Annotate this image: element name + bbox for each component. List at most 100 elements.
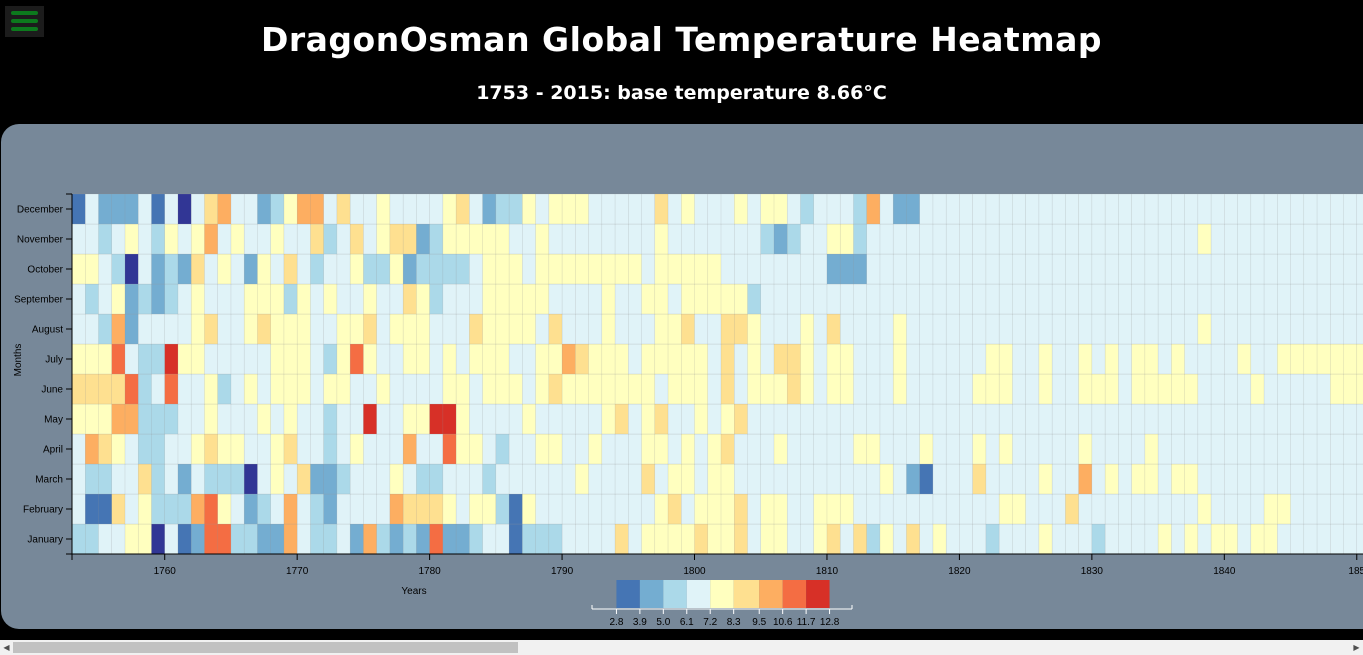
heatmap-cell[interactable] — [959, 463, 974, 495]
heatmap-cell[interactable] — [508, 343, 523, 375]
heatmap-cell[interactable] — [681, 403, 696, 435]
heatmap-cell[interactable] — [998, 283, 1013, 315]
heatmap-cell[interactable] — [283, 403, 298, 435]
heatmap-cell[interactable] — [548, 283, 563, 315]
heatmap-cell[interactable] — [826, 283, 841, 315]
heatmap-cell[interactable] — [972, 343, 987, 375]
heatmap-cell[interactable] — [1197, 283, 1212, 315]
heatmap-cell[interactable] — [628, 343, 643, 375]
heatmap-cell[interactable] — [469, 313, 484, 345]
heatmap-cell[interactable] — [442, 253, 457, 285]
heatmap-cell[interactable] — [760, 523, 775, 555]
heatmap-cell[interactable] — [1078, 523, 1093, 555]
heatmap-cell[interactable] — [508, 433, 523, 465]
heatmap-cell[interactable] — [614, 523, 629, 555]
heatmap-cell[interactable] — [707, 403, 722, 435]
heatmap-cell[interactable] — [1343, 493, 1358, 525]
heatmap-cell[interactable] — [1171, 403, 1186, 435]
heatmap-cell[interactable] — [243, 343, 258, 375]
heatmap-cell[interactable] — [1038, 223, 1053, 255]
heatmap-cell[interactable] — [1051, 223, 1066, 255]
heatmap-cell[interactable] — [548, 493, 563, 525]
heatmap-cell[interactable] — [575, 283, 590, 315]
heatmap-cell[interactable] — [1144, 193, 1159, 225]
heatmap-cell[interactable] — [243, 223, 258, 255]
heatmap-cell[interactable] — [1065, 523, 1080, 555]
heatmap-cell[interactable] — [177, 343, 192, 375]
heatmap-cell[interactable] — [1012, 523, 1027, 555]
heatmap-cell[interactable] — [429, 523, 444, 555]
heatmap-cell[interactable] — [1078, 343, 1093, 375]
heatmap-cell[interactable] — [892, 433, 907, 465]
heatmap-cell[interactable] — [243, 463, 258, 495]
heatmap-cell[interactable] — [336, 463, 351, 495]
heatmap-cell[interactable] — [376, 343, 391, 375]
heatmap-cell[interactable] — [1051, 403, 1066, 435]
heatmap-cell[interactable] — [760, 433, 775, 465]
heatmap-cell[interactable] — [522, 313, 537, 345]
heatmap-cell[interactable] — [1184, 493, 1199, 525]
heatmap-cell[interactable] — [853, 283, 868, 315]
heatmap-cell[interactable] — [1012, 253, 1027, 285]
heatmap-cell[interactable] — [1197, 493, 1212, 525]
heatmap-cell[interactable] — [535, 313, 550, 345]
heatmap-cell[interactable] — [363, 343, 378, 375]
heatmap-cell[interactable] — [1184, 223, 1199, 255]
heatmap-cell[interactable] — [455, 283, 470, 315]
heatmap-cell[interactable] — [1330, 193, 1345, 225]
heatmap-cell[interactable] — [164, 343, 179, 375]
heatmap-cell[interactable] — [1012, 343, 1027, 375]
heatmap-cell[interactable] — [879, 283, 894, 315]
heatmap-cell[interactable] — [217, 343, 232, 375]
heatmap-cell[interactable] — [1171, 463, 1186, 495]
heatmap-cell[interactable] — [667, 253, 682, 285]
heatmap-cell[interactable] — [985, 313, 1000, 345]
heatmap-cell[interactable] — [641, 463, 656, 495]
heatmap-cell[interactable] — [1118, 253, 1133, 285]
heatmap-cell[interactable] — [932, 463, 947, 495]
heatmap-cell[interactable] — [1303, 253, 1318, 285]
heatmap-cell[interactable] — [270, 523, 285, 555]
heatmap-cell[interactable] — [654, 223, 669, 255]
heatmap-cell[interactable] — [1237, 313, 1252, 345]
heatmap-cell[interactable] — [296, 523, 311, 555]
heatmap-cell[interactable] — [839, 193, 855, 225]
heatmap-cell[interactable] — [747, 253, 762, 285]
heatmap-cell[interactable] — [1025, 313, 1040, 345]
heatmap-cell[interactable] — [416, 373, 431, 405]
heatmap-cell[interactable] — [1131, 463, 1146, 495]
heatmap-cell[interactable] — [336, 283, 351, 315]
heatmap-cell[interactable] — [495, 463, 510, 495]
heatmap-cell[interactable] — [482, 223, 497, 255]
heatmap-cell[interactable] — [945, 343, 960, 375]
heatmap-cell[interactable] — [349, 283, 364, 315]
heatmap-cell[interactable] — [217, 493, 232, 525]
heatmap-cell[interactable] — [667, 493, 682, 525]
heatmap-cell[interactable] — [310, 223, 325, 255]
heatmap-cell[interactable] — [522, 193, 537, 225]
heatmap-cell[interactable] — [495, 223, 510, 255]
heatmap-cell[interactable] — [1316, 193, 1331, 225]
heatmap-cell[interactable] — [482, 343, 497, 375]
heatmap-cell[interactable] — [694, 253, 709, 285]
heatmap-cell[interactable] — [1184, 253, 1199, 285]
heatmap-cell[interactable] — [932, 223, 947, 255]
heatmap-cell[interactable] — [561, 223, 576, 255]
heatmap-cell[interactable] — [85, 463, 100, 495]
heatmap-cell[interactable] — [561, 463, 576, 495]
heatmap-cell[interactable] — [1025, 463, 1040, 495]
heatmap-cell[interactable] — [137, 193, 153, 225]
heatmap-cell[interactable] — [310, 493, 325, 525]
heatmap-cell[interactable] — [1250, 343, 1265, 375]
heatmap-cell[interactable] — [1038, 373, 1053, 405]
heatmap-cell[interactable] — [1091, 193, 1106, 225]
heatmap-cell[interactable] — [389, 193, 404, 225]
heatmap-cell[interactable] — [1290, 463, 1305, 495]
heatmap-cell[interactable] — [1237, 403, 1252, 435]
heatmap-cell[interactable] — [892, 373, 907, 405]
heatmap-cell[interactable] — [561, 193, 576, 225]
heatmap-cell[interactable] — [707, 253, 722, 285]
heatmap-cell[interactable] — [800, 223, 815, 255]
heatmap-cell[interactable] — [535, 493, 550, 525]
heatmap-cell[interactable] — [575, 523, 590, 555]
